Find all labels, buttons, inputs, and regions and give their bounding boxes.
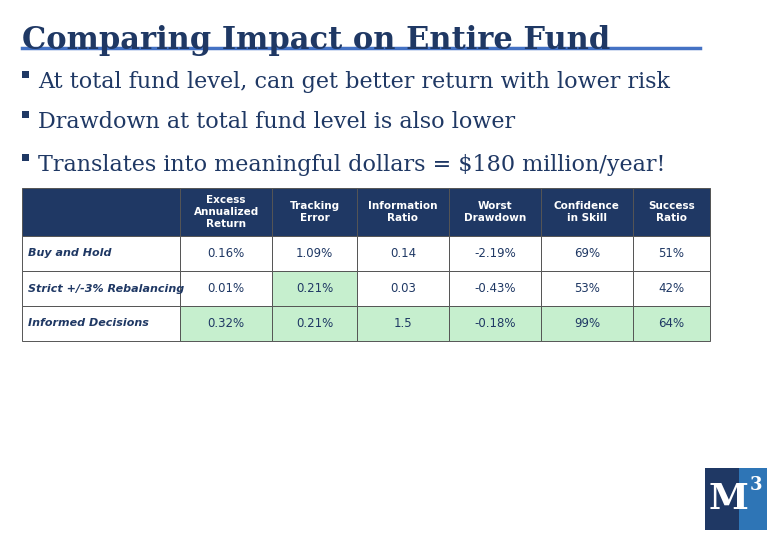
- Bar: [705, 468, 739, 530]
- Text: Drawdown at total fund level is also lower: Drawdown at total fund level is also low…: [38, 111, 515, 133]
- Text: 0.21%: 0.21%: [296, 317, 333, 330]
- Polygon shape: [272, 306, 357, 341]
- Polygon shape: [180, 271, 272, 306]
- Text: -0.43%: -0.43%: [474, 282, 516, 295]
- Text: -2.19%: -2.19%: [474, 247, 516, 260]
- Text: 0.14: 0.14: [390, 247, 416, 260]
- Polygon shape: [633, 306, 710, 341]
- Polygon shape: [357, 306, 448, 341]
- Polygon shape: [22, 236, 180, 271]
- Text: Confidence
in Skill: Confidence in Skill: [554, 201, 620, 223]
- Bar: [22, 111, 29, 118]
- Text: 64%: 64%: [658, 317, 685, 330]
- Text: Worst
Drawdown: Worst Drawdown: [464, 201, 526, 223]
- Bar: [22, 71, 29, 78]
- Text: 0.32%: 0.32%: [207, 317, 245, 330]
- Polygon shape: [541, 188, 633, 236]
- Polygon shape: [22, 188, 180, 236]
- Text: M: M: [708, 482, 749, 516]
- Text: -0.18%: -0.18%: [474, 317, 516, 330]
- Polygon shape: [541, 271, 633, 306]
- Text: 51%: 51%: [658, 247, 685, 260]
- Text: 1.5: 1.5: [394, 317, 412, 330]
- Text: 0.03: 0.03: [390, 282, 416, 295]
- Bar: [22, 154, 29, 161]
- Text: Informed Decisions: Informed Decisions: [28, 319, 149, 328]
- Polygon shape: [357, 236, 448, 271]
- Text: Information
Ratio: Information Ratio: [368, 201, 438, 223]
- Text: 1.09%: 1.09%: [296, 247, 333, 260]
- Polygon shape: [22, 271, 180, 306]
- Polygon shape: [180, 188, 272, 236]
- Text: 53%: 53%: [574, 282, 600, 295]
- Text: 3: 3: [750, 476, 762, 494]
- Text: 15: 15: [737, 514, 755, 528]
- Polygon shape: [272, 188, 357, 236]
- Polygon shape: [448, 271, 541, 306]
- Polygon shape: [633, 271, 710, 306]
- Text: 0.01%: 0.01%: [207, 282, 245, 295]
- Text: 0.21%: 0.21%: [296, 282, 333, 295]
- Polygon shape: [357, 271, 448, 306]
- Text: 42%: 42%: [658, 282, 685, 295]
- Text: 69%: 69%: [574, 247, 600, 260]
- Polygon shape: [633, 188, 710, 236]
- Text: Tracking
Error: Tracking Error: [289, 201, 339, 223]
- Bar: [739, 468, 767, 530]
- Polygon shape: [272, 236, 357, 271]
- Polygon shape: [180, 236, 272, 271]
- Text: Translates into meaningful dollars = $180 million/year!: Translates into meaningful dollars = $18…: [38, 154, 665, 176]
- Text: Excess
Annualized
Return: Excess Annualized Return: [193, 194, 259, 230]
- Polygon shape: [448, 306, 541, 341]
- Polygon shape: [180, 306, 272, 341]
- Polygon shape: [272, 271, 357, 306]
- Polygon shape: [448, 236, 541, 271]
- Text: At total fund level, can get better return with lower risk: At total fund level, can get better retu…: [38, 71, 670, 93]
- Polygon shape: [541, 236, 633, 271]
- Polygon shape: [22, 306, 180, 341]
- Polygon shape: [448, 188, 541, 236]
- Text: Comparing Impact on Entire Fund: Comparing Impact on Entire Fund: [22, 25, 610, 56]
- Text: 99%: 99%: [574, 317, 600, 330]
- Text: 0.16%: 0.16%: [207, 247, 245, 260]
- Text: Success
Ratio: Success Ratio: [648, 201, 695, 223]
- Polygon shape: [541, 306, 633, 341]
- Polygon shape: [633, 236, 710, 271]
- Polygon shape: [357, 188, 448, 236]
- Text: Strict +/-3% Rebalancing: Strict +/-3% Rebalancing: [28, 284, 184, 294]
- Text: Buy and Hold: Buy and Hold: [28, 248, 112, 259]
